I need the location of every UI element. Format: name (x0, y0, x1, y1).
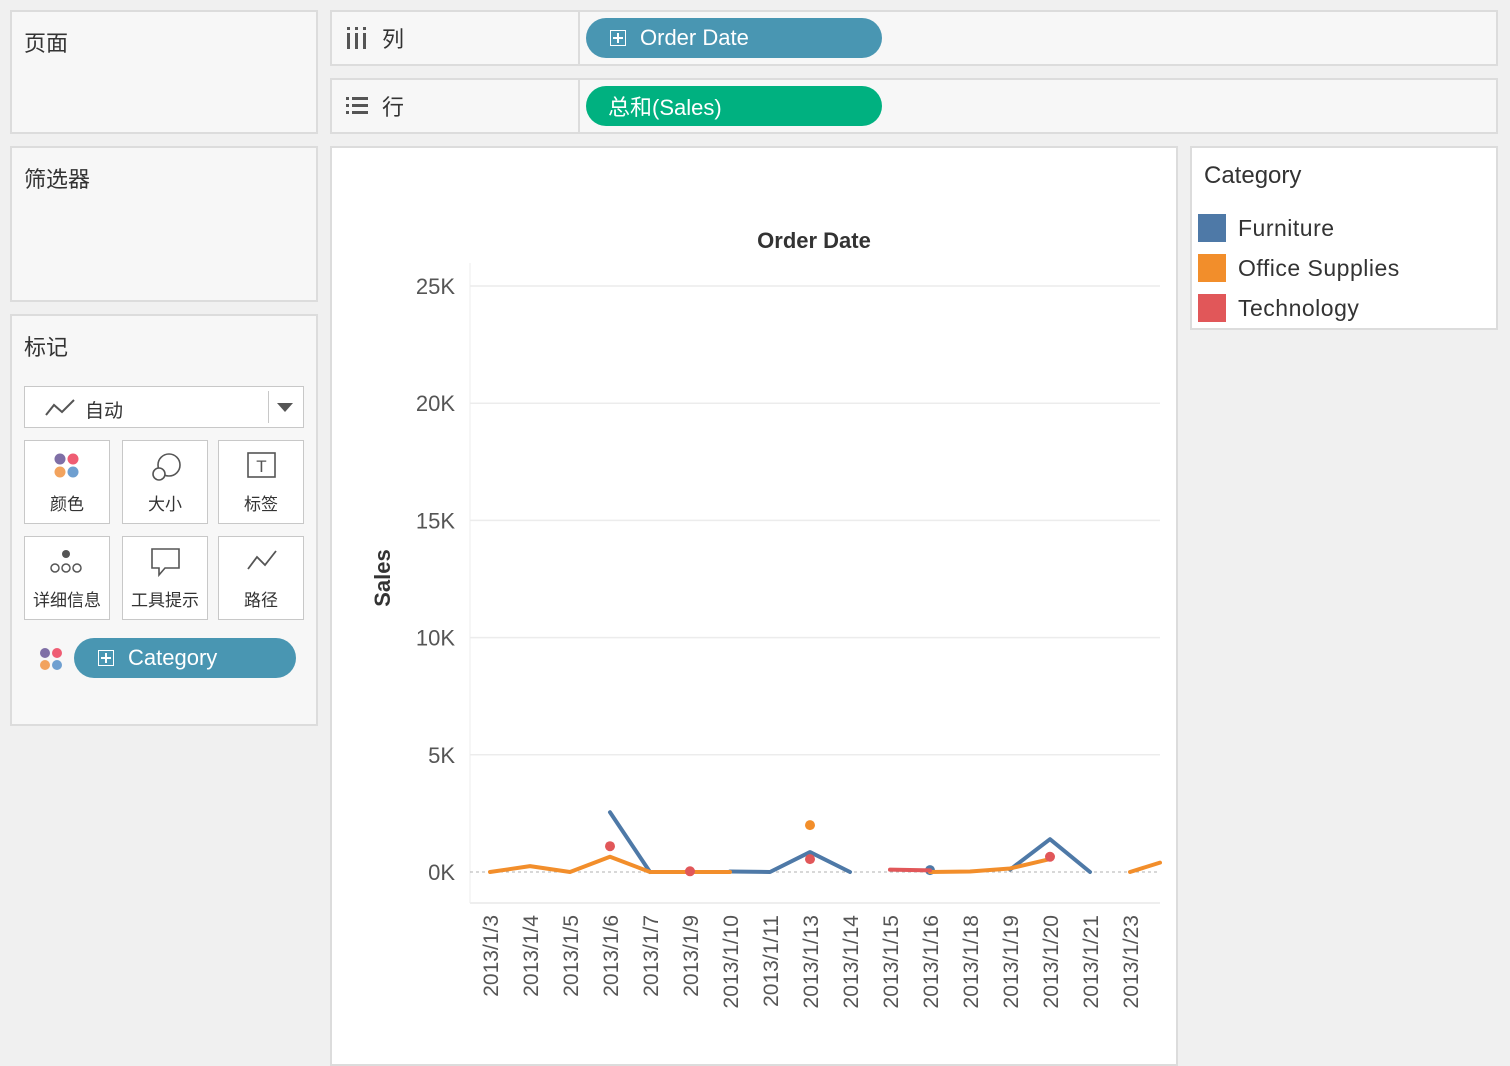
detail-button[interactable]: 详细信息 (24, 536, 110, 620)
data-point[interactable] (805, 854, 815, 865)
legend-item-office-supplies[interactable]: Office Supplies (1198, 252, 1400, 284)
path-icon (247, 550, 277, 570)
columns-shelf-label: 列 (332, 12, 580, 64)
data-point[interactable] (605, 841, 615, 852)
x-tick-label: 2013/1/9 (680, 915, 703, 997)
rows-shelf-label: 行 (332, 80, 580, 132)
rows-shelf[interactable]: 行 总和(Sales) (330, 78, 1498, 134)
label-button[interactable]: T 标签 (218, 440, 304, 524)
y-axis-title: Sales (370, 549, 395, 607)
line-chart[interactable]: Order Date Sales 0K 5K 10K 15K 20K 25K 2013/1… (332, 148, 1176, 1064)
series-line[interactable] (1128, 860, 1162, 874)
x-tick-label: 2013/1/13 (800, 915, 823, 1008)
y-tick-label: 20K (416, 391, 455, 416)
x-tick-label: 2013/1/3 (480, 915, 503, 997)
sum-sales-pill-label: 总和(Sales) (608, 95, 722, 120)
tooltip-label: 工具提示 (131, 591, 199, 610)
series-line[interactable] (1008, 837, 1092, 874)
columns-label: 列 (382, 27, 405, 52)
text-label-icon: T (247, 452, 276, 478)
rows-label: 行 (382, 95, 405, 120)
series-line[interactable] (608, 810, 652, 874)
x-tick-label: 2013/1/19 (1000, 915, 1023, 1008)
data-point[interactable] (805, 820, 815, 831)
order-date-pill-label: Order Date (640, 25, 749, 50)
path-button[interactable]: 路径 (218, 536, 304, 620)
legend-title: Category (1204, 162, 1302, 189)
x-tick-label: 2013/1/18 (960, 915, 983, 1008)
y-tick-label: 15K (416, 508, 455, 533)
tooltip-icon (151, 548, 180, 578)
columns-icon (347, 27, 366, 49)
legend-item-furniture[interactable]: Furniture (1198, 212, 1335, 244)
x-tick-label: 2013/1/15 (880, 915, 903, 1008)
category-pill-label: Category (128, 645, 218, 670)
line-mark-icon (45, 399, 75, 416)
x-tick-label: 2013/1/20 (1040, 915, 1063, 1008)
x-tick-label: 2013/1/7 (640, 915, 663, 997)
marks-panel: 标记 自动 颜色 大小 T 标签 (10, 314, 318, 726)
legend-swatch (1198, 294, 1226, 322)
x-tick-label: 2013/1/23 (1120, 915, 1143, 1008)
y-tick-label: 5K (428, 743, 455, 768)
chevron-down-icon[interactable] (277, 403, 293, 413)
color-encoding-icon (40, 648, 62, 670)
x-tick-label: 2013/1/5 (560, 915, 583, 997)
size-label: 大小 (148, 495, 182, 514)
sum-sales-pill[interactable]: 总和(Sales) (586, 86, 882, 126)
legend-item-label: Technology (1238, 294, 1360, 321)
y-tick-label: 10K (416, 626, 455, 651)
svg-text:T: T (256, 457, 266, 476)
x-tick-label: 2013/1/6 (600, 915, 623, 997)
color-label: 颜色 (50, 495, 84, 514)
pages-title: 页面 (24, 31, 69, 56)
columns-shelf[interactable]: 列 Order Date (330, 10, 1498, 66)
rows-icon (346, 97, 368, 114)
data-point[interactable] (1045, 851, 1055, 862)
detail-label: 详细信息 (33, 591, 101, 610)
path-label: 路径 (244, 591, 278, 610)
pages-panel[interactable]: 页面 (10, 10, 318, 134)
expand-icon[interactable] (98, 650, 114, 666)
x-tick-label: 2013/1/21 (1080, 915, 1103, 1008)
legend-item-label: Furniture (1238, 214, 1335, 241)
x-tick-label: 2013/1/4 (520, 915, 543, 997)
color-icon (54, 453, 79, 478)
series-line[interactable] (728, 850, 852, 874)
y-tick-label: 25K (416, 274, 455, 299)
x-tick-label: 2013/1/10 (720, 915, 743, 1008)
legend-swatch (1198, 254, 1226, 282)
order-date-pill[interactable]: Order Date (586, 18, 882, 58)
detail-icon (50, 550, 82, 573)
filters-title: 筛选器 (24, 167, 91, 192)
label-label: 标签 (244, 495, 278, 514)
chart-panel[interactable]: Order Date Sales 0K 5K 10K 15K 20K 25K 2013/1… (330, 146, 1178, 1066)
marks-title: 标记 (24, 335, 69, 360)
y-tick-label: 0K (428, 860, 455, 885)
legend-item-technology[interactable]: Technology (1198, 292, 1359, 324)
legend-panel[interactable]: Category Furniture Office Supplies Techn… (1190, 146, 1498, 330)
chart-title: Order Date (757, 228, 871, 253)
dropdown-separator (268, 391, 269, 423)
legend-swatch (1198, 214, 1226, 242)
size-icon (152, 453, 181, 481)
data-point[interactable] (685, 866, 695, 877)
mark-type-label: 自动 (85, 401, 124, 422)
tooltip-button[interactable]: 工具提示 (122, 536, 208, 620)
x-tick-label: 2013/1/14 (840, 915, 863, 1009)
top-strip (0, 0, 1510, 6)
legend-item-label: Office Supplies (1238, 254, 1400, 281)
series-line[interactable] (888, 867, 932, 873)
x-tick-label: 2013/1/16 (920, 915, 943, 1008)
x-tick-label: 2013/1/11 (760, 915, 783, 1007)
series-line[interactable] (928, 857, 1052, 874)
size-button[interactable]: 大小 (122, 440, 208, 524)
filters-panel[interactable]: 筛选器 (10, 146, 318, 302)
mark-type-dropdown[interactable]: 自动 (24, 386, 304, 428)
expand-icon[interactable] (610, 30, 626, 46)
category-pill[interactable]: Category (74, 638, 296, 678)
color-button[interactable]: 颜色 (24, 440, 110, 524)
